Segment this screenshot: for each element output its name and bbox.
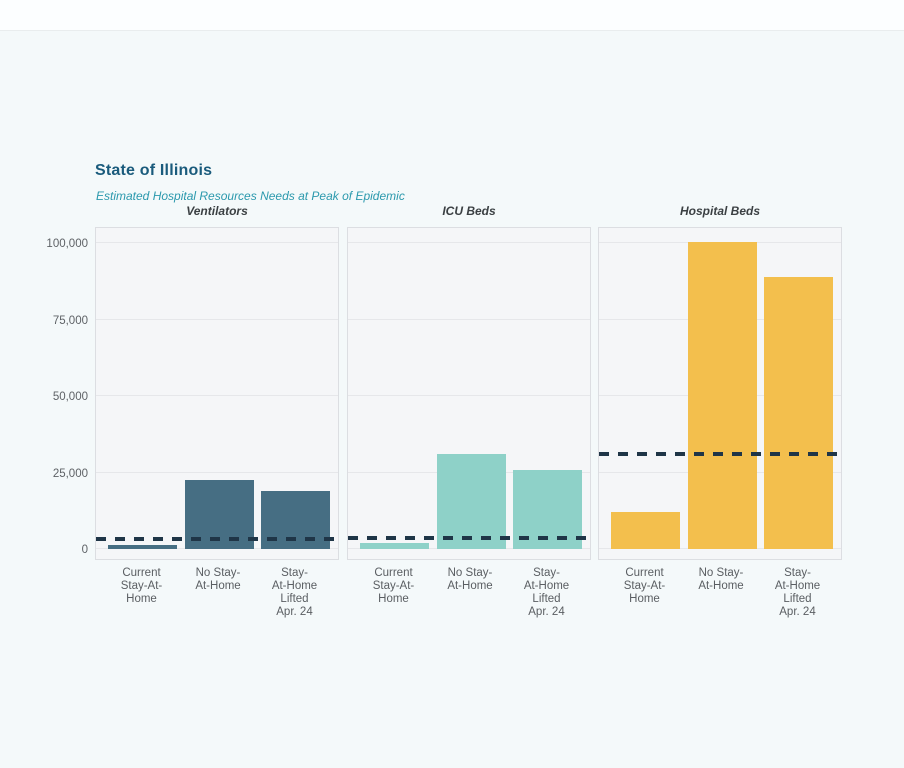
x-axis-label-current-stay-at-home: Current Stay-At- Home <box>94 567 190 606</box>
y-axis-label: 25,000 <box>52 467 88 480</box>
capacity-line-ventilators <box>96 536 338 541</box>
x-axis-label-line: Current <box>122 567 161 579</box>
facet-panel-icu-beds <box>347 227 591 560</box>
x-axis-label-no-stay-at-home: No Stay- At-Home <box>422 567 518 593</box>
bar-hospital-beds-current-stay-at-home <box>611 512 680 549</box>
gridline <box>96 395 338 397</box>
y-axis-label: 100,000 <box>46 238 88 251</box>
gridline <box>348 242 590 244</box>
x-axis-label-line: Stay-At- <box>372 580 415 592</box>
facet-hospital-beds: Hospital Beds Current Stay-At- Home No Stay-… <box>598 204 842 627</box>
x-axis-label-line: Stay- <box>784 567 811 579</box>
bar-icu-beds-current-stay-at-home <box>360 542 429 549</box>
x-axis-labels-hospital-beds: Current Stay-At- Home No Stay- At-Home Stay- A… <box>598 567 842 627</box>
gridline <box>348 318 590 320</box>
x-axis-label-stay-at-home-lifted-apr-24: Stay- At-Home Lifted Apr. 24 <box>750 567 846 619</box>
x-axis-label-line: Lifted <box>280 593 309 605</box>
x-axis-label-line: Stay- <box>533 567 560 579</box>
x-axis-label-no-stay-at-home: No Stay- At-Home <box>673 567 769 593</box>
x-axis-label-line: Apr. 24 <box>276 606 313 618</box>
top-strip <box>0 0 904 31</box>
bar-icu-beds-stay-at-home-lifted-apr-24 <box>513 469 582 549</box>
y-axis-label: 0 <box>81 544 88 556</box>
x-axis-label-line: At-Home <box>698 580 744 592</box>
gridline <box>96 471 338 473</box>
x-axis-label-line: Home <box>629 593 660 605</box>
x-axis-label-line: No Stay- <box>447 567 493 579</box>
x-axis-label-line: Current <box>625 567 664 579</box>
x-axis-labels-icu-beds: Current Stay-At- Home No Stay- At-Home Stay- A… <box>347 567 591 627</box>
chart-title: State of Illinois <box>95 162 213 179</box>
gridline <box>348 395 590 397</box>
x-axis-label-line: At-Home <box>774 580 821 592</box>
x-axis-label-line: At-Home <box>195 580 241 592</box>
x-axis-label-stay-at-home-lifted-apr-24: Stay- At-Home Lifted Apr. 24 <box>247 567 343 619</box>
facet-icu-beds: ICU Beds Current Stay-At- Home No Stay- At-Ho… <box>347 204 591 627</box>
x-axis-label-line: Stay-At- <box>623 580 666 592</box>
x-axis-label-current-stay-at-home: Current Stay-At- Home <box>597 567 693 606</box>
bar-icu-beds-no-stay-at-home <box>436 454 506 549</box>
x-axis-label-line: Home <box>378 593 409 605</box>
x-axis-label-line: Apr. 24 <box>528 606 565 618</box>
capacity-line-icu-beds <box>348 536 590 541</box>
facet-ventilators: Ventilators Current Stay-At- Home No Stay- At… <box>95 204 339 627</box>
x-axis-label-line: Apr. 24 <box>779 606 816 618</box>
bar-hospital-beds-stay-at-home-lifted-apr-24 <box>764 276 833 549</box>
x-axis-label-line: Lifted <box>532 593 561 605</box>
x-axis-label-line: Stay- <box>281 567 308 579</box>
bar-ventilators-current-stay-at-home <box>108 545 177 549</box>
gridline <box>96 318 338 320</box>
x-axis-label-line: No Stay- <box>698 567 744 579</box>
x-axis-label-line: Lifted <box>783 593 812 605</box>
x-axis-label-line: At-Home <box>447 580 493 592</box>
x-axis-label-no-stay-at-home: No Stay- At-Home <box>170 567 266 593</box>
facet-panel-ventilators <box>95 227 339 560</box>
x-axis-label-line: At-Home <box>271 580 318 592</box>
bar-hospital-beds-no-stay-at-home <box>687 241 757 549</box>
x-axis-label-line: At-Home <box>523 580 570 592</box>
x-axis-label-line: Current <box>374 567 413 579</box>
x-axis-labels-ventilators: Current Stay-At- Home No Stay- At-Home Stay- A… <box>95 567 339 627</box>
x-axis-label-line: Stay-At- <box>120 580 163 592</box>
y-axis-label: 75,000 <box>52 314 88 327</box>
capacity-line-hospital-beds <box>599 452 841 457</box>
y-axis-label: 50,000 <box>52 391 88 404</box>
facet-title-hospital-beds: Hospital Beds <box>679 204 760 218</box>
chart-subtitle: Estimated Hospital Resources Needs at Pe… <box>96 189 405 203</box>
x-axis-label-line: Home <box>126 593 157 605</box>
facet-panel-hospital-beds <box>598 227 842 560</box>
x-axis-label-line: No Stay- <box>195 567 241 579</box>
x-axis-label-stay-at-home-lifted-apr-24: Stay- At-Home Lifted Apr. 24 <box>499 567 595 619</box>
gridline <box>96 242 338 244</box>
facet-title-ventilators: Ventilators <box>186 204 248 218</box>
facet-title-icu-beds: ICU Beds <box>442 204 496 218</box>
x-axis-label-current-stay-at-home: Current Stay-At- Home <box>346 567 442 606</box>
